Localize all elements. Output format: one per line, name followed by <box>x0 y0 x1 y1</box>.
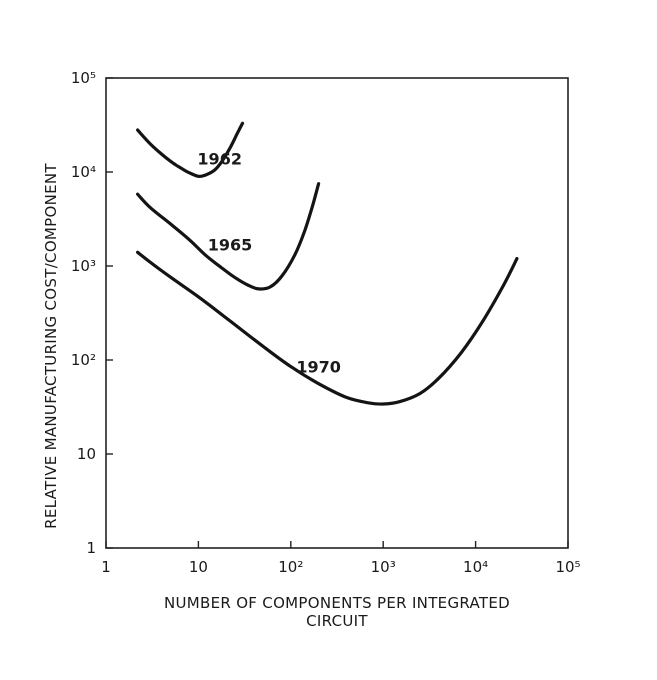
y-tick-label: 10 <box>77 445 96 463</box>
series-line-1962 <box>136 121 245 179</box>
y-tick-label: 10⁵ <box>71 69 96 87</box>
x-tick-label: 10² <box>278 558 303 576</box>
x-tick-label: 1 <box>101 558 111 576</box>
series-curves <box>136 121 519 406</box>
x-axis-title-line2: CIRCUIT <box>306 612 368 630</box>
y-tick-label: 10³ <box>71 257 96 275</box>
axis-ticks: 1 10 10² 10³ 10⁴ 10⁵ 1 10 10² 10³ 10⁴ 10⁵ <box>71 69 581 576</box>
plot-frame <box>105 77 569 549</box>
series-line-1965 <box>136 182 321 291</box>
y-tick-label: 1 <box>86 539 96 557</box>
x-tick-label: 10⁴ <box>463 558 488 576</box>
x-tick-label: 10³ <box>371 558 396 576</box>
x-tick-label: 10⁵ <box>555 558 580 576</box>
series-labels: 1962 1965 1970 <box>197 149 340 376</box>
y-tick-label: 10² <box>71 351 96 369</box>
series-annotation: 1970 <box>296 358 341 377</box>
series-annotation: 1962 <box>197 149 242 168</box>
x-axis-title: NUMBER OF COMPONENTS PER INTEGRATED <box>164 594 510 612</box>
y-axis-title: RELATIVE MANUFACTURING COST/COMPONENT <box>42 163 60 529</box>
y-tick-label: 10⁴ <box>71 163 96 181</box>
series-line-1970 <box>136 250 519 406</box>
x-tick-label: 10 <box>189 558 208 576</box>
series-annotation: 1965 <box>208 235 253 254</box>
